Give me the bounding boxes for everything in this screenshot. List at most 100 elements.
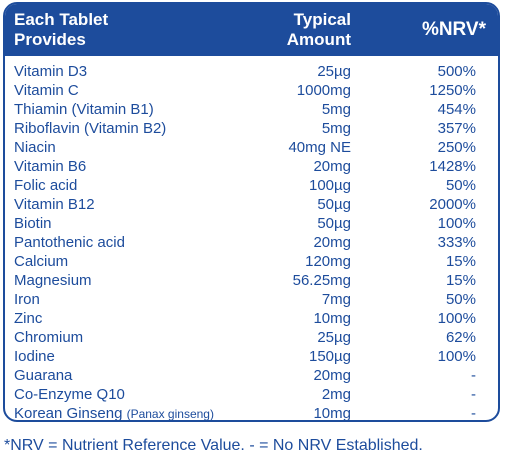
nutrient-label: Iodine (14, 348, 55, 365)
nutrient-name: Iodine (14, 347, 55, 366)
nutrient-amount: 5mg (321, 101, 351, 118)
nutrient-name: Vitamin B6 (14, 157, 86, 176)
nutrient-nrv: 50% (445, 291, 476, 308)
nutrient-name: Folic acid (14, 176, 77, 195)
table-row: Riboflavin (Vitamin B2) 5mg 357% (5, 119, 498, 138)
table-header: Each Tablet Provides Typical Amount %NRV… (5, 4, 498, 56)
nutrient-amount: 25µg (317, 329, 351, 346)
header-col2-line1: Typical (293, 10, 351, 29)
footnote: *NRV = Nutrient Reference Value. - = No … (4, 437, 423, 454)
nutrient-amount: 20mg (313, 234, 351, 251)
table-row: Iodine 150µg 100% (5, 347, 498, 366)
nutrient-label: Niacin (14, 139, 56, 156)
nutrient-label: Guarana (14, 367, 73, 384)
table-row: Korean Ginseng (Panax ginseng) 10mg - (5, 404, 498, 422)
nutrient-name: Co-Enzyme Q10 (14, 385, 125, 404)
nutrient-label: Zinc (14, 310, 43, 327)
table-row: Vitamin C 1000mg 1250% (5, 81, 498, 100)
nutrient-nrv: 1428% (429, 158, 476, 175)
table-row: Niacin 40mg NE 250% (5, 138, 498, 157)
nutrient-amount: 25µg (317, 63, 351, 80)
table-row: Zinc 10mg 100% (5, 309, 498, 328)
nutrient-name: Biotin (14, 214, 52, 233)
nutrient-name: Guarana (14, 366, 72, 385)
nutrient-name: Vitamin C (14, 81, 79, 100)
nutrient-label: Co-Enzyme Q10 (14, 386, 125, 403)
nutrient-nrv: 100% (437, 310, 476, 327)
nutrient-nrv: 15% (445, 272, 476, 289)
nutrient-name: Niacin (14, 138, 56, 157)
nutrient-label: Vitamin C (14, 82, 79, 99)
nutrient-amount: 20mg (313, 367, 351, 384)
table-row: Co-Enzyme Q10 2mg - (5, 385, 498, 404)
nutrient-label: Iron (14, 291, 40, 308)
nutrient-name: Vitamin B12 (14, 195, 95, 214)
table-row: Folic acid 100µg 50% (5, 176, 498, 195)
nutrient-label: Riboflavin (Vitamin B2) (14, 120, 167, 137)
nutrient-note: (Panax ginseng) (126, 407, 214, 421)
nutrient-amount: 56.25mg (292, 272, 351, 289)
table-body: Vitamin D3 25µg 500% Vitamin C 1000mg 1250% Th… (5, 62, 498, 422)
header-typical-amount: Typical Amount (205, 10, 351, 50)
table-row: Guarana 20mg - (5, 366, 498, 385)
nutrient-amount: 10mg (313, 405, 351, 422)
nutrient-amount: 150µg (308, 348, 351, 365)
nutrient-nrv: - (471, 367, 476, 384)
nutrient-amount: 20mg (313, 158, 351, 175)
nutrient-nrv: - (471, 386, 476, 403)
table-row: Iron 7mg 50% (5, 290, 498, 309)
nutrient-name: Vitamin D3 (14, 62, 87, 81)
nutrient-nrv: 500% (437, 63, 476, 80)
nutrient-amount: 120mg (305, 253, 351, 270)
nutrient-amount: 7mg (321, 291, 351, 308)
nutrient-name: Chromium (14, 328, 83, 347)
header-col2-line2: Amount (286, 30, 351, 49)
nutrient-label: Vitamin B6 (14, 158, 87, 175)
nutrient-nrv: 2000% (429, 196, 476, 213)
nutrient-label: Folic acid (14, 177, 78, 194)
nutrient-nrv: 50% (445, 177, 476, 194)
nutrient-label: Chromium (14, 329, 84, 346)
nutrient-amount: 1000mg (296, 82, 351, 99)
nutrient-label: Vitamin B12 (14, 196, 95, 213)
table-row: Magnesium 56.25mg 15% (5, 271, 498, 290)
nutrient-label: Pantothenic acid (14, 234, 125, 251)
nutrient-name: Iron (14, 290, 40, 309)
table-row: Pantothenic acid 20mg 333% (5, 233, 498, 252)
nutrient-nrv: 1250% (429, 82, 476, 99)
nutrient-label: Vitamin D3 (14, 63, 88, 80)
table-row: Vitamin D3 25µg 500% (5, 62, 498, 81)
header-each-tablet: Each Tablet Provides (14, 10, 108, 50)
nutrient-nrv: 454% (437, 101, 476, 118)
nutrient-amount: 5mg (321, 120, 351, 137)
nutrient-amount: 50µg (317, 215, 351, 232)
nutrient-amount: 10mg (313, 310, 351, 327)
nutrient-name: Calcium (14, 252, 68, 271)
nutrient-name: Magnesium (14, 271, 92, 290)
table-row: Chromium 25µg 62% (5, 328, 498, 347)
nutrient-amount: 50µg (317, 196, 351, 213)
table-row: Biotin 50µg 100% (5, 214, 498, 233)
table-row: Vitamin B6 20mg 1428% (5, 157, 498, 176)
nutrient-nrv: - (471, 405, 476, 422)
nutrient-label: Thiamin (Vitamin B1) (14, 101, 154, 118)
nutrition-table: Each Tablet Provides Typical Amount %NRV… (3, 2, 500, 422)
table-row: Calcium 120mg 15% (5, 252, 498, 271)
nutrient-label: Magnesium (14, 272, 92, 289)
table-row: Vitamin B12 50µg 2000% (5, 195, 498, 214)
nutrient-nrv: 62% (445, 329, 476, 346)
nutrient-label: Calcium (14, 253, 69, 270)
nutrient-name: Thiamin (Vitamin B1) (14, 100, 154, 119)
nutrient-nrv: 15% (445, 253, 476, 270)
table-row: Thiamin (Vitamin B1) 5mg 454% (5, 100, 498, 119)
nutrient-name: Zinc (14, 309, 42, 328)
nutrient-name: Riboflavin (Vitamin B2) (14, 119, 166, 138)
nutrient-nrv: 250% (437, 139, 476, 156)
nutrient-name: Pantothenic acid (14, 233, 125, 252)
nutrient-amount: 40mg NE (288, 139, 351, 156)
nutrient-nrv: 100% (437, 348, 476, 365)
nutrient-nrv: 100% (437, 215, 476, 232)
header-col1-line2: Provides (14, 30, 86, 49)
nutrient-label: Korean Ginseng (14, 405, 123, 422)
nutrient-amount: 2mg (321, 386, 351, 403)
